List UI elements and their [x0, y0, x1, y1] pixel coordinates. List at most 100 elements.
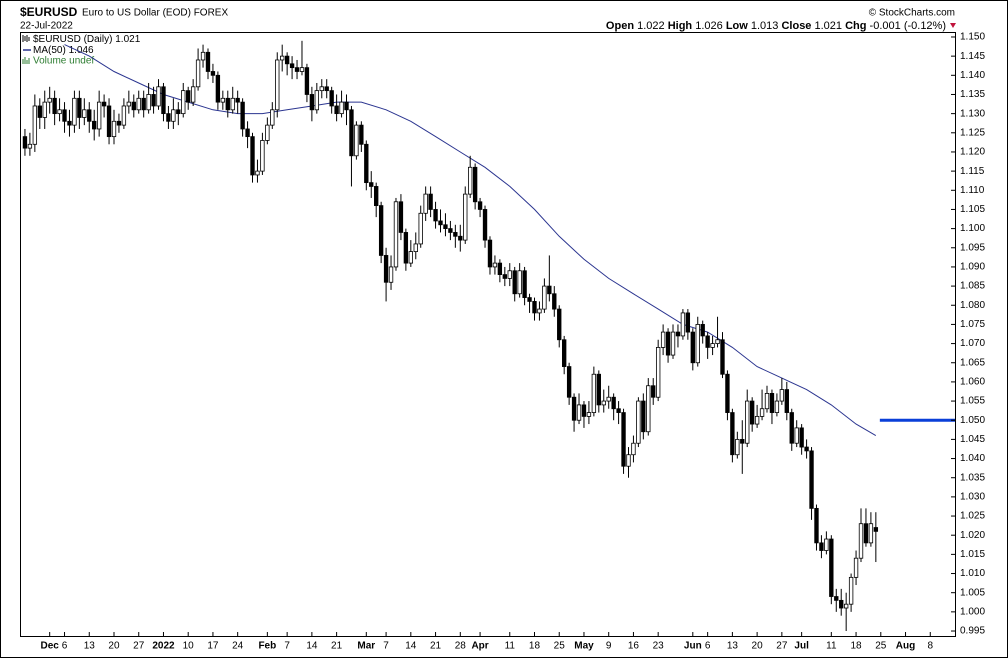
candle-body — [670, 331, 676, 356]
open-value: 1.022 — [637, 20, 665, 32]
low-value: 1.013 — [751, 20, 779, 32]
candle-body — [824, 538, 829, 551]
candle-body — [571, 396, 577, 421]
y-tick-label: 1.005 — [960, 587, 985, 598]
candle-body — [730, 412, 735, 456]
candle-body — [631, 442, 636, 456]
candle-body — [47, 97, 52, 103]
candle-body — [660, 331, 666, 348]
candle-body — [136, 97, 141, 111]
candle-body — [843, 603, 849, 609]
legend-candle-icon — [22, 35, 30, 42]
x-tick-label: Feb — [258, 641, 276, 652]
x-tick-label: 24 — [232, 641, 244, 652]
candle-body — [319, 86, 324, 92]
candle-body — [418, 212, 423, 245]
candle-body — [710, 343, 715, 348]
y-tick-label: 1.025 — [960, 511, 985, 522]
legend: $EURUSD (Daily) 1.021 MA(50) 1.046 Volum… — [22, 34, 141, 67]
candle-body — [413, 243, 418, 253]
candle-body — [720, 339, 725, 375]
candle-body — [398, 201, 404, 233]
chg-pct: (-0.12%) — [904, 20, 946, 32]
y-tick-label: 1.115 — [960, 166, 985, 177]
instrument-name: Euro to US Dollar (EOD) FOREX — [82, 8, 228, 19]
y-tick-label: 1.015 — [960, 549, 985, 560]
y-tick-label: 1.150 — [960, 32, 985, 43]
y-tick-label: 1.095 — [960, 242, 985, 253]
candle-body — [62, 109, 67, 122]
low-label: Low — [726, 20, 748, 32]
candle-body — [754, 415, 760, 425]
candle-body — [195, 59, 201, 88]
legend-ma-name: MA(50) — [33, 45, 66, 56]
candle-body — [324, 86, 329, 92]
candle-body — [225, 97, 230, 111]
candle-body — [458, 235, 463, 241]
candle-body — [146, 94, 151, 111]
open-label: Open — [606, 20, 634, 32]
y-tick-label: 1.140 — [960, 70, 985, 81]
candle-body — [695, 324, 700, 364]
candle-body — [171, 109, 176, 122]
candle-body — [626, 454, 631, 467]
candle-body — [749, 400, 755, 425]
candle-body — [542, 285, 547, 310]
x-tick-label: 7 — [284, 641, 290, 652]
candle-body — [512, 270, 517, 295]
candle-body — [601, 400, 606, 406]
x-tick-label: 21 — [331, 641, 343, 652]
candle-body — [374, 186, 379, 207]
candle-body — [591, 373, 597, 413]
x-tick-label: Apr — [471, 641, 488, 652]
candle-body — [690, 331, 695, 364]
y-tick-label: 1.065 — [960, 357, 985, 368]
y-tick-label: 1.035 — [960, 472, 985, 483]
candle-body — [126, 101, 132, 107]
candle-body — [111, 120, 117, 138]
candle-body — [92, 120, 97, 130]
candle-body — [448, 228, 453, 233]
x-tick-label: 13 — [84, 641, 96, 652]
candle-body — [863, 523, 869, 544]
y-tick-label: 1.125 — [960, 127, 985, 138]
y-tick-label: 1.085 — [960, 281, 985, 292]
y-tick-label: 1.110 — [960, 185, 985, 196]
x-tick-label: 28 — [455, 641, 467, 652]
candle-body — [181, 90, 186, 115]
candle-body — [289, 63, 295, 69]
y-tick-label: 1.055 — [960, 396, 985, 407]
candle-body — [839, 599, 844, 609]
candle-body — [240, 101, 245, 130]
x-tick-label: 8 — [927, 641, 933, 652]
candle-body — [210, 71, 216, 76]
x-tick-label: 6 — [62, 641, 68, 652]
candle-body — [680, 312, 686, 337]
candle-body — [349, 109, 354, 157]
candle-body — [359, 124, 364, 145]
chg-label: Chg — [845, 20, 866, 32]
source: © StockCharts.com — [869, 8, 955, 19]
candle-body — [161, 86, 166, 115]
candle-body — [423, 193, 428, 214]
y-tick-label: 0.995 — [960, 626, 985, 637]
candle-body — [453, 232, 458, 237]
candle-body — [339, 101, 344, 115]
x-tick-label: 18 — [850, 641, 862, 652]
candle-body — [655, 347, 661, 398]
candle-body — [190, 86, 196, 103]
candle-body — [769, 393, 775, 413]
candle-body — [764, 393, 770, 410]
y-tick-label: 1.100 — [960, 223, 985, 234]
candle-body — [646, 385, 651, 433]
candle-body — [329, 90, 334, 107]
y-tick-label: 1.030 — [960, 492, 985, 503]
y-tick-label: 1.070 — [960, 338, 985, 349]
candle-body — [388, 266, 394, 283]
candle-body — [725, 373, 730, 413]
candle-body — [364, 143, 369, 184]
legend-ma: MA(50) 1.046 — [33, 45, 94, 56]
legend-price: $EURUSD (Daily) 1.021 — [33, 34, 141, 45]
candle-body — [433, 209, 438, 222]
x-tick-label: Jun — [684, 641, 702, 652]
